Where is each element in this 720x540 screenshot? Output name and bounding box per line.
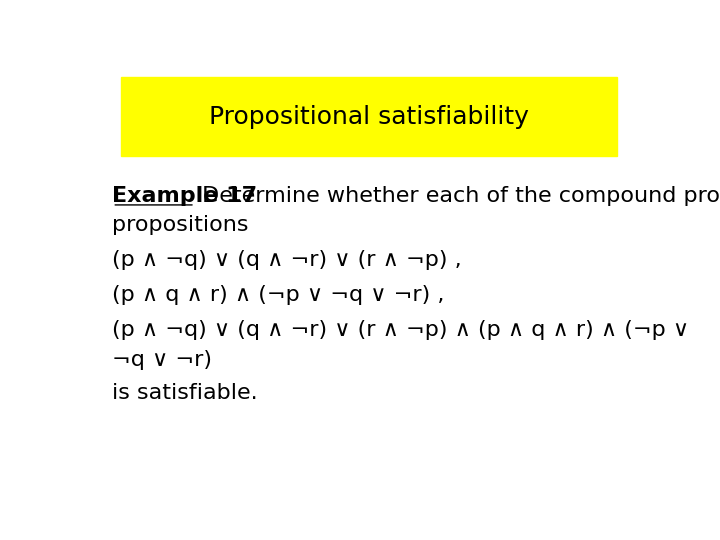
FancyBboxPatch shape	[121, 77, 617, 156]
Text: (p ∧ ¬q) ∨ (q ∧ ¬r) ∨ (r ∧ ¬p) ∧ (p ∧ q ∧ r) ∧ (¬p ∨: (p ∧ ¬q) ∨ (q ∧ ¬r) ∨ (r ∧ ¬p) ∧ (p ∧ q …	[112, 320, 690, 340]
Text: ¬q ∨ ¬r): ¬q ∨ ¬r)	[112, 350, 212, 370]
Text: Determine whether each of the compound propositions: Determine whether each of the compound p…	[195, 186, 720, 206]
Text: (p ∧ ¬q) ∨ (q ∧ ¬r) ∨ (r ∧ ¬p) ,: (p ∧ ¬q) ∨ (q ∧ ¬r) ∨ (r ∧ ¬p) ,	[112, 250, 462, 270]
Text: propositions: propositions	[112, 215, 249, 235]
Text: Example 17: Example 17	[112, 186, 258, 206]
Text: (p ∧ q ∧ r) ∧ (¬p ∨ ¬q ∨ ¬r) ,: (p ∧ q ∧ r) ∧ (¬p ∨ ¬q ∨ ¬r) ,	[112, 285, 445, 305]
Text: Propositional satisfiability: Propositional satisfiability	[209, 105, 529, 129]
Text: is satisfiable.: is satisfiable.	[112, 383, 258, 403]
